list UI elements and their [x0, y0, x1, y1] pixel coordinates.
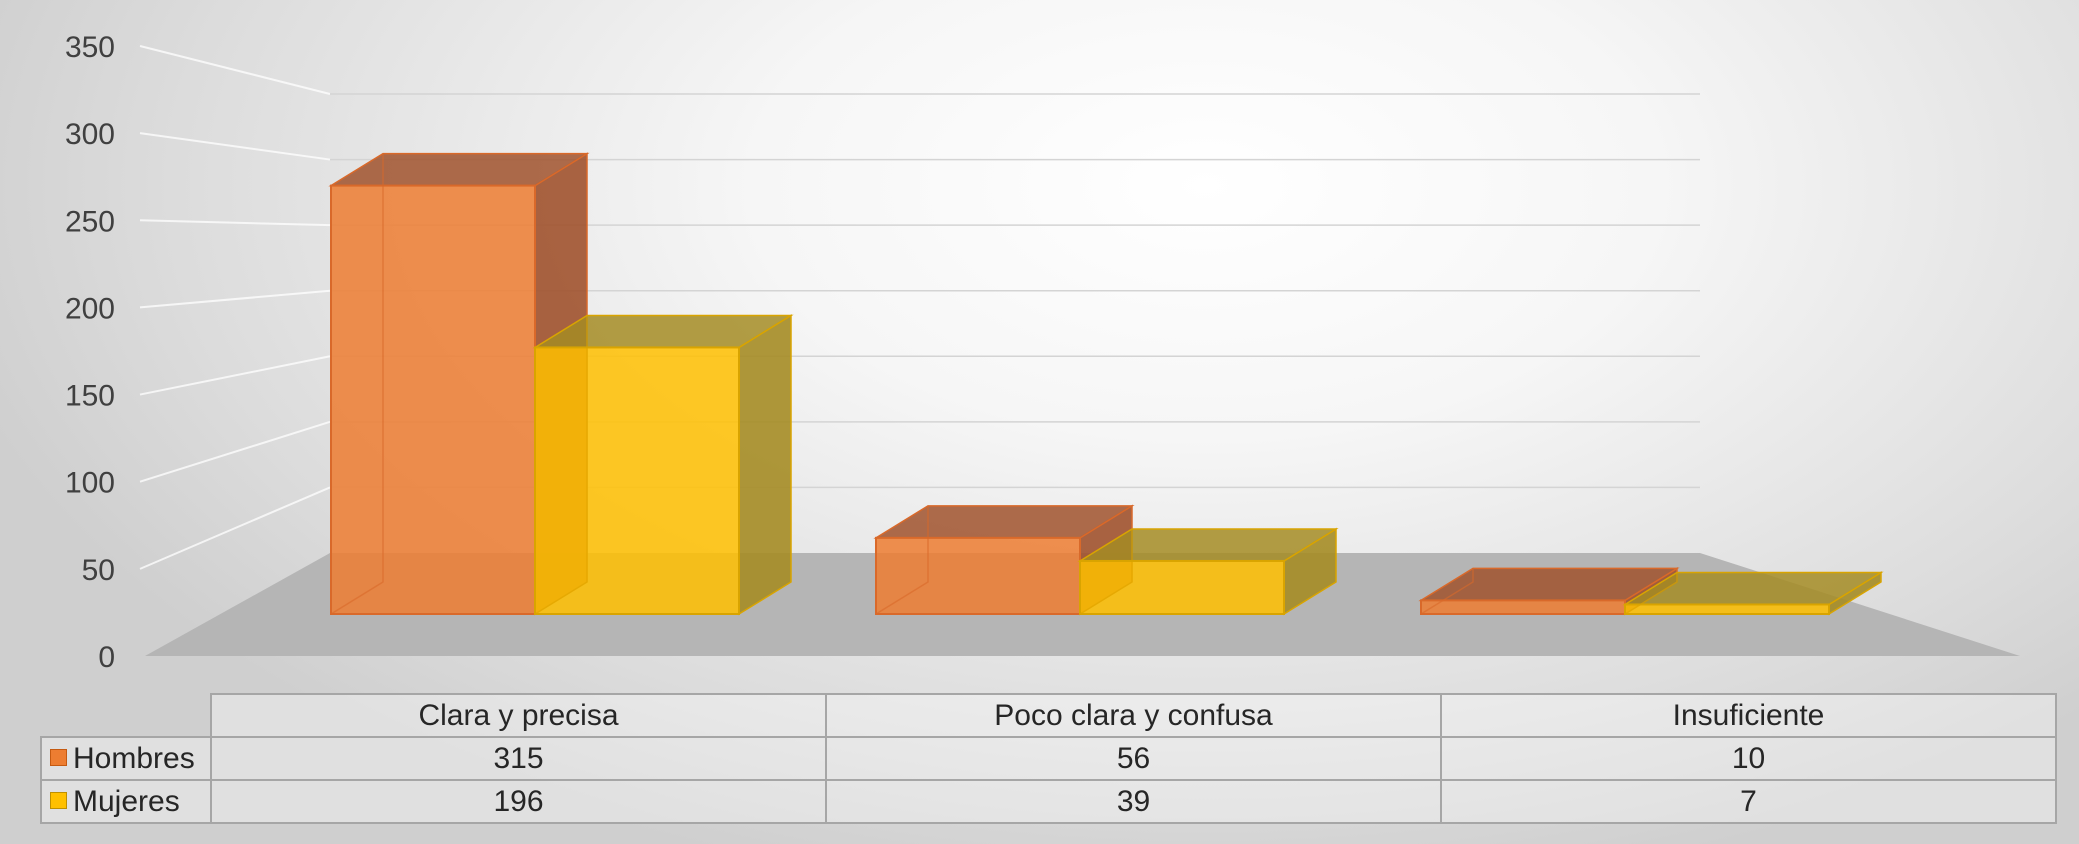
table-cell: 196: [210, 779, 827, 824]
category-label: Insuficiente: [1440, 693, 2057, 738]
table-cell: 39: [825, 779, 1442, 824]
y-tick-label: 50: [82, 554, 115, 587]
legend-swatch-mujeres: [50, 791, 67, 809]
legend-entry-hombres: Hombres: [40, 736, 212, 781]
y-tick-label: 200: [65, 292, 115, 325]
category-label: Clara y precisa: [210, 693, 827, 738]
table-header-row: Clara y precisa Poco clara y confusa Ins…: [41, 693, 2057, 738]
bar: [534, 346, 740, 615]
y-tick-label: 300: [65, 118, 115, 151]
bar-inner-edge: [534, 315, 588, 615]
bar: [1420, 599, 1626, 616]
y-tick-label: 350: [65, 31, 115, 64]
axis-guide-line: [139, 289, 331, 309]
table-cell: 315: [210, 736, 827, 781]
bar-inner-edge: [1079, 528, 1133, 615]
plot-area: 0 50 100 150 200 250 300 350: [65, 31, 2020, 674]
axis-guide-line: [139, 45, 331, 95]
axis-guide-line: [139, 486, 331, 570]
axis-guide-line: [139, 420, 331, 483]
y-tick-label: 0: [98, 641, 115, 674]
series-name: Hombres: [73, 741, 195, 775]
axis-guide-line: [139, 132, 331, 161]
bar: [330, 184, 536, 615]
y-tick-label: 150: [65, 380, 115, 413]
data-table: Clara y precisa Poco clara y confusa Ins…: [40, 693, 2057, 824]
table-cell: 7: [1440, 779, 2057, 824]
bar-inner-edge: [1624, 572, 1678, 615]
legend-entry-mujeres: Mujeres: [40, 779, 212, 824]
bar-side: [738, 314, 792, 616]
table-row: Hombres 315 56 10: [40, 736, 2057, 781]
bar: [1079, 559, 1285, 616]
y-tick-label: 100: [65, 467, 115, 500]
axis-guide-line: [139, 219, 331, 227]
table-corner: [41, 694, 212, 738]
bar: [1624, 603, 1830, 615]
bar-inner-edge: [330, 153, 384, 615]
table-cell: 10: [1440, 736, 2057, 781]
table-cell: 56: [825, 736, 1442, 781]
bar-inner-edge: [1420, 568, 1474, 615]
y-tick-label: 250: [65, 205, 115, 238]
axis-guide-line: [139, 355, 331, 396]
bar-inner-edge: [875, 505, 929, 615]
legend-swatch-hombres: [50, 748, 67, 766]
table-row: Mujeres 196 39 7: [40, 779, 2057, 824]
category-label: Poco clara y confusa: [825, 693, 1442, 738]
series-name: Mujeres: [73, 784, 180, 818]
bar: [875, 536, 1081, 616]
